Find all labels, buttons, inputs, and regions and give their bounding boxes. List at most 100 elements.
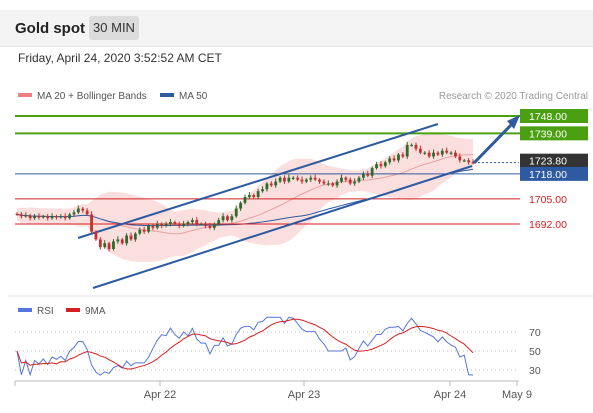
candle-body [50,216,54,219]
channel-lower-line [92,165,473,289]
x-tick-label: May 9 [502,389,532,401]
candle-body [467,160,471,163]
candle-body [304,179,308,182]
candle-body [33,216,36,219]
candle-body [155,224,159,228]
forecast-arrowhead [507,115,520,129]
level-tag [520,166,588,181]
candle-body [24,215,28,217]
candle-body [212,224,216,228]
candle-body [440,150,444,155]
candle-body [458,156,462,161]
rsi-legend-swatch [18,308,32,312]
candle-body [274,181,278,186]
candle-body [226,216,229,221]
candle-body [283,177,286,182]
candle-body [15,213,19,215]
candle-body [120,239,124,244]
candle-body [278,177,282,182]
bb-legend-label: MA 20 + Bollinger Bands [37,91,147,102]
candle-body [112,241,115,250]
chart-datetime: Friday, April 24, 2020 3:52:52 AM CET [18,51,222,65]
candle-body [239,202,243,209]
rsi-tick-label: 50 [529,346,541,358]
level-label: 1705.00 [529,194,567,206]
candle-body [125,235,129,244]
credit-label: Research © 2020 Trading Central [439,91,588,102]
rsi-ma-line [16,318,474,370]
level-label: 1748.00 [529,111,567,123]
candle-body [361,173,365,178]
candle-body [85,210,89,215]
candle-body [296,177,300,180]
candle-body [98,239,102,248]
candle-body [55,216,58,218]
candle-body [164,224,168,226]
candle-body [436,152,440,155]
candle-body [471,162,475,164]
candle-body [313,177,317,180]
candle-body [414,144,418,149]
candle-body [72,212,76,215]
candle-body [427,152,431,157]
candle-body [76,208,80,213]
candle-body [147,225,150,232]
bb-legend-swatch [18,93,32,97]
candle-body [151,225,155,228]
candle-body [405,144,409,157]
instrument-title: Gold spot [15,20,85,37]
candle-body [375,164,378,169]
candle-body [445,150,449,153]
candle-body [199,224,203,226]
candle-body [252,195,256,197]
candle-body [462,160,466,162]
candle-body [142,229,146,232]
candle-body [269,183,273,186]
candle-body [326,183,330,185]
candle-body [107,243,111,250]
candle-body [182,224,186,226]
candle-body [383,162,387,167]
candle-body [138,229,142,234]
candle-body [454,152,457,157]
candle-body [81,208,85,211]
candle-body [309,177,313,180]
candle-body [348,179,352,184]
candle-body [186,222,190,224]
x-tick-label: Apr 24 [434,389,466,401]
candle-body [318,179,321,182]
level-label: 1739.00 [529,128,567,140]
interval-button[interactable]: 30 MIN [89,16,139,40]
candle-body [410,144,414,147]
candle-body [256,191,260,197]
candle-body [392,158,396,161]
candle-body [90,214,93,232]
candle-body [370,168,374,176]
candle-body [169,222,172,224]
level-tag [520,109,588,123]
candle-body [160,224,164,226]
x-tick-label: Apr 22 [144,389,176,401]
candle-body [116,239,120,242]
candle-body [221,216,225,221]
rsi-legend-label: RSI [37,306,54,317]
level-label: 1692.00 [529,219,567,231]
candle-body [190,220,194,223]
rsi-ma-legend-label: 9MA [85,306,106,317]
candle-body [366,173,370,176]
rsi-ma-legend-swatch [66,308,80,312]
candle-body [19,214,23,217]
level-label: 1723.80 [529,156,567,168]
candle-body [234,208,238,217]
candle-body [353,181,357,184]
candle-body [208,225,212,228]
level-label: 1718.00 [529,169,567,181]
candle-body [63,216,67,219]
candle-body [322,181,326,184]
candle-body [401,154,405,157]
x-tick-label: Apr 23 [288,389,320,401]
candle-body [133,233,137,240]
candle-body [261,189,264,192]
level-tag [520,126,588,141]
candle-body [265,183,269,190]
